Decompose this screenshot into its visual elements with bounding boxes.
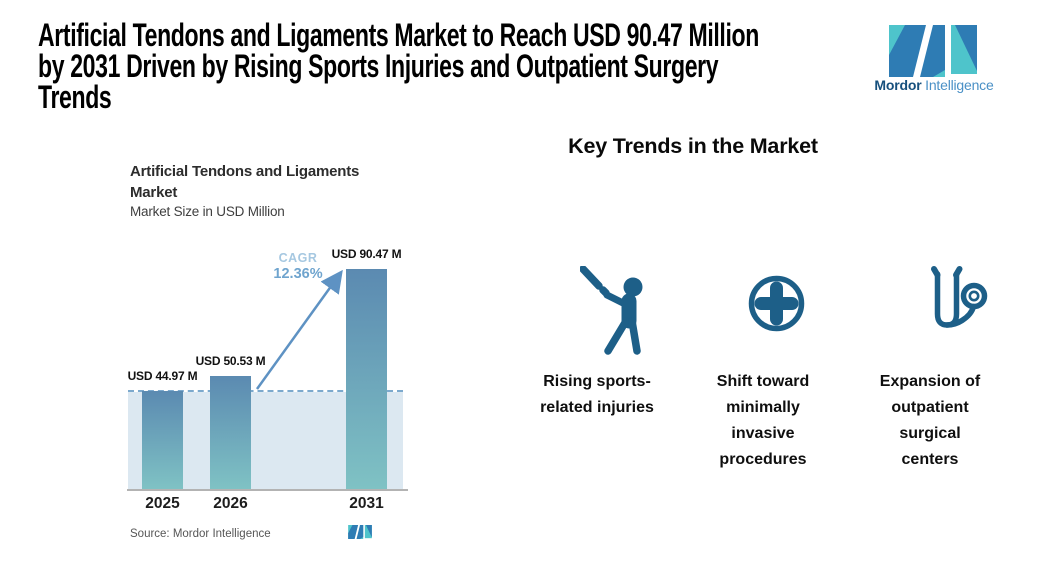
trend-line: outpatient: [891, 399, 969, 416]
trend-line: invasive: [731, 425, 795, 442]
chart-title: Artificial Tendons and Ligaments Market: [130, 161, 359, 203]
bar-value-label: USD 44.97 M: [127, 369, 198, 383]
chart-title-line2: Market: [130, 184, 178, 201]
trend-line: centers: [901, 451, 959, 468]
medical-cross-icon: [748, 275, 805, 332]
trend-line: Rising sports-: [543, 373, 651, 390]
brand-name-light: Intelligence: [925, 77, 994, 93]
bar-2031: [346, 269, 387, 489]
page-title-line1: Artificial Tendons and Ligaments Market …: [38, 17, 759, 53]
cagr-annotation: CAGR 12.36%: [248, 250, 348, 282]
plot-area: CAGR 12.36% USD 44.97 M 2025 USD 50.53 M 20…: [127, 240, 408, 515]
source-caption: Source: Mordor Intelligence: [130, 528, 271, 540]
brand-name: Mordor Intelligence: [853, 77, 1015, 93]
stethoscope-icon: [931, 266, 988, 328]
chart-subtitle: Market Size in USD Million: [130, 204, 285, 219]
bar-2026: [210, 376, 251, 489]
trend-label-sports-injuries: Rising sports- related injuries: [497, 369, 697, 421]
trend-line: Expansion of: [879, 373, 981, 390]
trend-label-outpatient-centers: Expansion of outpatient surgical centers: [830, 369, 1030, 473]
trend-line: minimally: [726, 399, 800, 416]
bar-value-label: USD 90.47 M: [331, 247, 402, 261]
cagr-value: 12.36%: [273, 266, 323, 282]
bar-2025: [142, 391, 183, 489]
x-axis-label: 2025: [145, 495, 180, 512]
page-title-line3: Trends: [38, 79, 112, 115]
bar-value-label: USD 50.53 M: [195, 354, 266, 368]
trend-line: procedures: [719, 451, 807, 468]
growth-arrow-icon: [255, 269, 343, 390]
cagr-label: CAGR: [278, 251, 318, 265]
dashed-reference-line: [128, 390, 403, 392]
mordor-logo-small-icon: [348, 525, 372, 539]
chart-title-line1: Artificial Tendons and Ligaments: [130, 163, 360, 180]
trend-line: Shift toward: [716, 373, 810, 390]
trend-label-minimally-invasive: Shift toward minimally invasive procedur…: [663, 369, 863, 473]
key-trends-heading: Key Trends in the Market: [568, 134, 818, 158]
trend-line: surgical: [899, 425, 961, 442]
trend-line: related injuries: [540, 399, 654, 416]
page-title-line2: by 2031 Driven by Rising Sports Injuries…: [38, 48, 719, 84]
baseball-batter-icon: [580, 266, 643, 355]
page-title: Artificial Tendons and Ligaments Market …: [38, 17, 902, 115]
brand-name-bold: Mordor: [874, 77, 922, 93]
mordor-logo-icon: [889, 25, 977, 77]
x-axis-label: 2031: [349, 495, 384, 512]
x-axis-line: [127, 489, 408, 491]
x-axis-label: 2026: [213, 495, 248, 512]
